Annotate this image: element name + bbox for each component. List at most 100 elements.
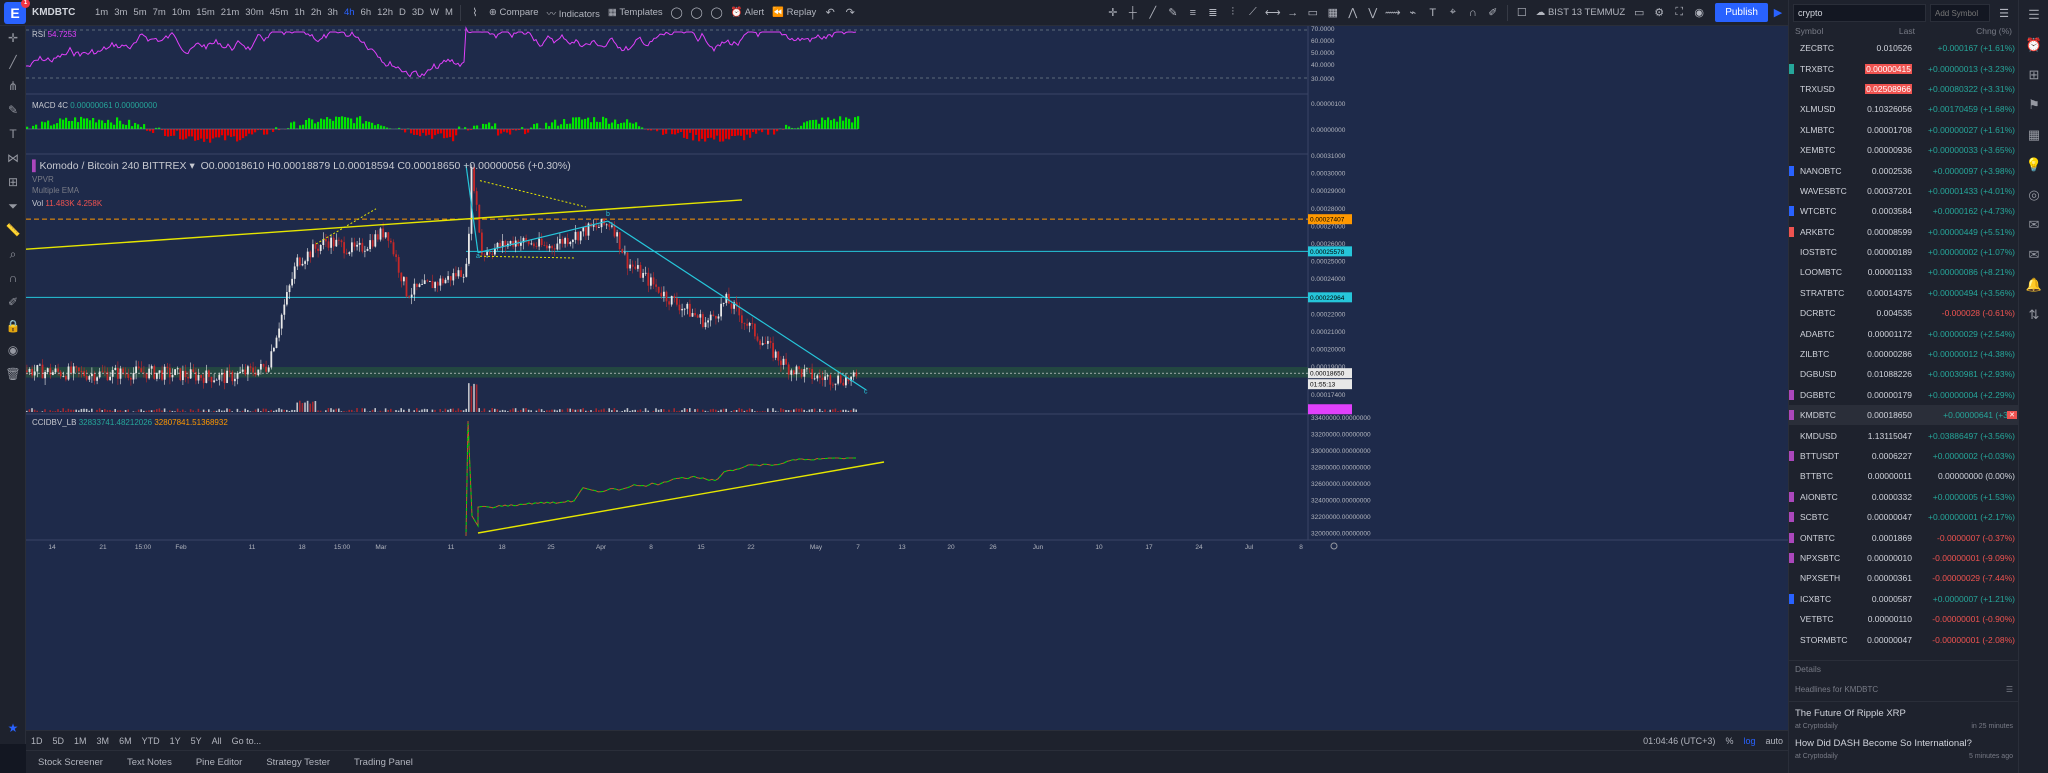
watchlist-row[interactable]: STORMBTC 0.00000047 -0.00000001 (-2.08%) <box>1789 629 2019 649</box>
watchlist-row[interactable]: KMDBTC 0.00018650 +0.00000641 (+3.5 ✕ <box>1789 405 2019 426</box>
watchlist-row[interactable]: SCBTC 0.00000047 +0.00000001 (+2.17%) <box>1789 507 2019 527</box>
row-flag-icon[interactable] <box>1789 635 1794 645</box>
alarm-icon[interactable]: ⏰ <box>2025 37 2043 52</box>
row-flag-icon[interactable] <box>1789 329 1794 339</box>
watchlist-row[interactable]: DGBBTC 0.00000179 +0.00000004 (+2.29%) <box>1789 385 2019 405</box>
range-6m[interactable]: 6M <box>119 735 132 746</box>
row-flag-icon[interactable] <box>1789 186 1794 196</box>
clock[interactable]: 01:04:46 (UTC+3) <box>1643 735 1716 746</box>
trash-icon[interactable]: 🗑 <box>5 367 21 381</box>
watchlist-row[interactable]: AIONBTC 0.0000332 +0.0000005 (+1.53%) <box>1789 487 2019 507</box>
list-menu-icon[interactable]: ☰ <box>1999 7 2009 20</box>
magnet-icon[interactable]: ∩ <box>1468 6 1477 19</box>
col-symbol[interactable]: Symbol <box>1795 26 1824 36</box>
trend-line-icon[interactable]: ╱ <box>9 55 17 69</box>
news-item[interactable]: How Did DASH Become So International? at … <box>1789 732 2019 762</box>
circle-icon-1[interactable]: ◯ <box>670 7 683 19</box>
interval-M[interactable]: M <box>444 7 453 18</box>
row-flag-icon[interactable] <box>1789 369 1794 379</box>
col-last[interactable]: Last <box>1898 26 1915 36</box>
row-flag-icon[interactable] <box>1789 451 1794 461</box>
wave-icon[interactable]: ⋁ <box>1368 7 1378 19</box>
watchlist-row[interactable]: ADABTC 0.00001172 +0.00000029 (+2.54%) <box>1789 323 2019 343</box>
watchlist-row[interactable]: ICXBTC 0.0000587 +0.0000007 (+1.21%) <box>1789 589 2019 609</box>
layout-icon[interactable]: ▭ <box>1633 7 1645 19</box>
range-ytd[interactable]: YTD <box>141 735 160 746</box>
brush-icon[interactable]: ✎ <box>1168 7 1178 19</box>
panel-tab-strategy-tester[interactable]: Strategy Tester <box>266 756 331 768</box>
brush-tool-icon[interactable]: ✎ <box>7 103 19 117</box>
symbol-input[interactable]: KMDBTC <box>32 7 76 18</box>
interval-3D[interactable]: 3D <box>411 7 425 18</box>
goto-button[interactable]: Go to... <box>231 735 262 746</box>
watchlist-row[interactable]: XEMBTC 0.00000936 +0.00000033 (+3.65%) <box>1789 140 2019 160</box>
filter-icon[interactable]: ⏷ <box>8 198 18 213</box>
watchlist-row[interactable]: DCRBTC 0.004535 -0.000028 (-0.61%) <box>1789 303 2019 323</box>
hline-icon[interactable]: ⟷ <box>1264 7 1281 19</box>
row-flag-icon[interactable] <box>1789 43 1794 53</box>
watchlist-row[interactable]: BTTBTC 0.00000011 0.00000000 (0.00%) <box>1789 466 2019 486</box>
panel-tab-text-notes[interactable]: Text Notes <box>126 756 172 768</box>
interval-W[interactable]: W <box>430 7 439 18</box>
watchlist-row[interactable]: TRXUSD 0.02508966 +0.00080322 (+3.31%) <box>1789 79 2019 99</box>
row-flag-icon[interactable] <box>1789 308 1794 318</box>
interval-3h[interactable]: 3h <box>327 7 338 18</box>
interval-1h[interactable]: 1h <box>294 7 305 18</box>
watchlist-row[interactable]: ZECBTC 0.010526 +0.000167 (+1.61%) <box>1789 38 2019 58</box>
lock-icon[interactable]: 🔒 <box>5 319 21 333</box>
range-1d[interactable]: 1D <box>31 735 43 746</box>
panel-tab-trading-panel[interactable]: Trading Panel <box>354 756 413 768</box>
watchlist-row[interactable]: ARKBTC 0.00008599 +0.00000449 (+5.51%) <box>1789 222 2019 242</box>
chat-icon[interactable]: ✉ <box>2028 217 2040 232</box>
replay-button[interactable]: ⏪ Replay <box>772 7 817 18</box>
watchlist-row[interactable]: VETBTC 0.00000110 -0.00000001 (-0.90%) <box>1789 609 2019 629</box>
grid-icon[interactable]: ▦ <box>1327 7 1338 19</box>
indicators-button[interactable]: 〰 Indicators <box>546 8 600 20</box>
settings-icon[interactable]: ⚙ <box>1654 7 1665 19</box>
ticker-button[interactable]: ☁ BIST 13 TEMMUZ <box>1535 7 1626 18</box>
compare-button[interactable]: ⊕ Compare <box>488 7 539 18</box>
fullscreen-icon[interactable]: ⛶ <box>1675 6 1684 18</box>
fib-icon[interactable]: ⫶ <box>1231 6 1235 18</box>
interval-4h[interactable]: 4h <box>343 7 355 18</box>
panel-tab-stock-screener[interactable]: Stock Screener <box>38 756 103 768</box>
scale-option-log[interactable]: log <box>1743 735 1756 746</box>
star-icon[interactable]: ★ <box>7 721 19 735</box>
news-title[interactable]: The Future Of Ripple XRP <box>1795 708 1906 719</box>
chart-canvas[interactable]: 70.0000 60.0000 50.0000 40.0000 30.0000 0.000… <box>26 26 1788 730</box>
interval-15m[interactable]: 15m <box>196 7 215 18</box>
row-flag-icon[interactable] <box>1789 145 1794 155</box>
watchlist-row[interactable]: WAVESBTC 0.00037201 +0.00001433 (+4.01%) <box>1789 181 2019 201</box>
undo-icon[interactable]: ↶ <box>825 7 835 19</box>
interval-3m[interactable]: 3m <box>114 7 128 18</box>
row-flag-icon[interactable] <box>1789 491 1794 502</box>
row-flag-icon[interactable] <box>1789 226 1794 237</box>
range-5d[interactable]: 5D <box>52 735 65 746</box>
watchlist-search-input[interactable] <box>1793 4 1926 22</box>
interval-5m[interactable]: 5m <box>133 7 147 18</box>
row-flag-icon[interactable] <box>1789 165 1794 176</box>
forecast-icon[interactable]: ⟿ <box>1384 7 1401 19</box>
add-symbol-input[interactable] <box>1930 4 1990 22</box>
range-5y[interactable]: 5Y <box>190 735 202 746</box>
measure-icon[interactable]: ⌖ <box>1449 6 1456 18</box>
stay-drawing-icon[interactable]: ✐ <box>7 295 19 309</box>
details-header[interactable]: Details <box>1789 660 2019 676</box>
range-1y[interactable]: 1Y <box>169 735 181 746</box>
rectangle-icon[interactable]: ▭ <box>1307 7 1318 19</box>
row-flag-icon[interactable] <box>1789 206 1794 217</box>
interval-45m[interactable]: 45m <box>269 7 289 18</box>
watchlist-row[interactable]: LOOMBTC 0.00001133 +0.00000086 (+8.21%) <box>1789 262 2019 282</box>
interval-30m[interactable]: 30m <box>245 7 264 18</box>
watchlist-row[interactable]: TRXBTC 0.00000415 +0.00000013 (+3.23%) <box>1789 58 2019 78</box>
streams-icon[interactable]: ◎ <box>2028 187 2040 202</box>
alert-button[interactable]: ⏰ Alert <box>730 7 765 18</box>
interval-6h[interactable]: 6h <box>360 7 372 18</box>
remove-row-icon[interactable]: ✕ <box>2007 411 2017 420</box>
templates-button[interactable]: ▦ Templates <box>607 7 663 18</box>
data-window-icon[interactable]: ⊞ <box>2028 67 2040 82</box>
order-panel-icon[interactable]: ⇅ <box>2028 307 2040 322</box>
pattern-tool-icon[interactable]: ⋈ <box>7 151 19 165</box>
fork-icon[interactable]: ⋔ <box>7 79 19 93</box>
zigzag-icon[interactable]: ⌁ <box>1409 7 1417 19</box>
